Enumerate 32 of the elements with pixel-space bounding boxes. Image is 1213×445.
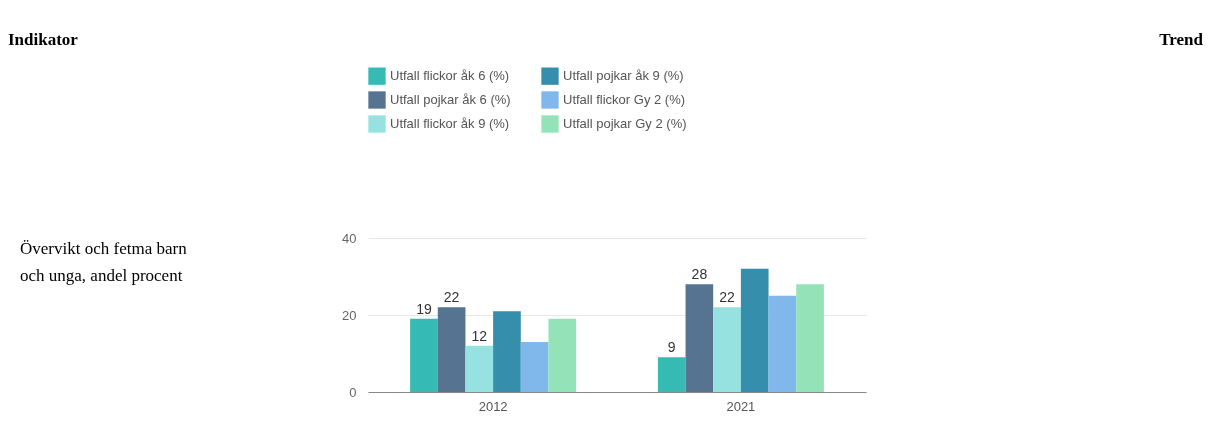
bar [796,284,824,392]
bar [520,341,549,392]
data-label: 28 [691,266,708,283]
legend-label: Utfall flickor Gy 2 (%) [563,92,686,107]
legend-label: Utfall pojkar åk 6 (%) [390,92,511,107]
text: Övervikt och fetma barn och unga, andel procent [20,239,188,285]
bar [465,345,494,392]
bar [493,311,521,392]
text: Indikator [8,30,79,49]
y-tick-label: 20 [342,307,357,323]
data-label: 22 [719,289,736,306]
legend-label: Utfall flickor åk 6 (%) [390,68,510,84]
legend-label: Utfall pojkar åk 9 (%) [563,68,684,84]
legend-label: Utfall flickor åk 9 (%) [390,116,510,131]
y-tick-label: 0 [349,384,357,400]
bar [657,357,686,392]
data-label: 12 [471,327,488,344]
data-label: 19 [416,300,432,317]
bar [548,318,577,392]
data-label: 9 [667,339,676,356]
y-tick-label: 40 [342,230,357,246]
legend-label: Utfall pojkar Gy 2 (%) [563,116,687,131]
bar [768,295,797,392]
bar [685,284,714,392]
data-label: 22 [443,289,460,306]
x-tick-label: 2021 [726,398,756,414]
bar [713,307,741,392]
x-tick-label: 2012 [478,398,508,414]
text: Trend [1159,30,1204,49]
bar [437,307,466,392]
bar [410,318,438,392]
bar [740,268,769,392]
